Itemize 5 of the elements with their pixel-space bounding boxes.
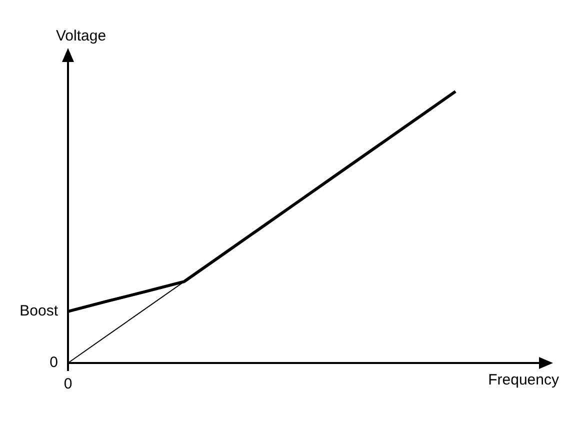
text: Boost (20, 302, 59, 320)
x-axis-title: Frequency (488, 372, 560, 389)
text: 0 (64, 376, 72, 393)
y-axis-title: Voltage (56, 28, 106, 45)
text: 0 (50, 354, 58, 372)
